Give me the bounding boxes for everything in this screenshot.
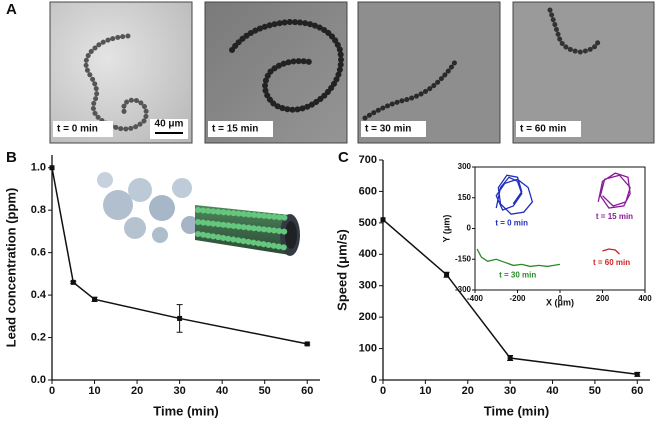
trajectory: [597, 172, 631, 209]
x-axis-title: Time (min): [153, 403, 219, 418]
y-tick-label: 100: [359, 342, 377, 354]
data-point: [634, 371, 640, 377]
micrograph: t = 60 min: [512, 1, 655, 144]
data-point: [70, 279, 76, 285]
plot-frame: [474, 166, 646, 291]
x-tick-label: 10: [88, 385, 100, 397]
data-point: [49, 165, 55, 171]
caption: t = 15 min: [212, 124, 258, 135]
illustration: [97, 172, 300, 256]
y-tick-label: 0: [467, 224, 472, 233]
x-tick-label: 0: [49, 385, 55, 397]
data-point: [507, 355, 513, 361]
x-tick-label: 40: [216, 385, 228, 397]
trajectory: [476, 248, 561, 268]
x-tick-label: 20: [131, 385, 143, 397]
x-tick-label: 400: [638, 294, 652, 303]
y-tick-label: 300: [359, 280, 377, 292]
x-tick-label: 60: [631, 385, 643, 397]
x-tick-label: 0: [558, 294, 563, 303]
trajectory: [495, 174, 534, 215]
y-tick-label: 0.6: [31, 247, 46, 259]
scale-bar-label: 40 μm: [155, 119, 184, 130]
y-tick-label: -300: [455, 285, 472, 294]
inset-chart: -300 -150 0 150 300 -400 -200 0 200 400 X (μm) Y (μ…: [441, 162, 652, 307]
panel-label: A: [6, 1, 17, 18]
panel-label: B: [6, 149, 17, 166]
x-tick-label: 60: [301, 385, 313, 397]
chart: 0 100 200 300 400 500 600 700 0 10 20 30 40 50 60 Time …: [334, 154, 650, 418]
x-axis-title: X (μm): [546, 297, 574, 307]
y-tick-label: 200: [359, 311, 377, 323]
y-axis-title: Speed (μm/s): [334, 229, 349, 311]
y-tick-label: 150: [458, 193, 472, 202]
x-tick-label: 0: [380, 385, 386, 397]
trajectory-label: t = 15 min: [596, 212, 633, 221]
y-tick-label: 1.0: [31, 162, 46, 174]
micrograph: t = 15 min: [204, 1, 348, 144]
x-tick-label: 200: [596, 294, 610, 303]
x-tick-label: 40: [546, 385, 558, 397]
x-tick-label: 50: [589, 385, 601, 397]
y-tick-label: 700: [359, 154, 377, 166]
x-tick-label: -400: [467, 294, 484, 303]
x-axis-title: Time (min): [484, 403, 550, 418]
y-axis-title: Y (μm): [441, 215, 451, 243]
trajectory-label: t = 60 min: [593, 258, 630, 267]
x-tick-label: 30: [504, 385, 516, 397]
y-axis-title: Lead concentration (ppm): [3, 188, 18, 348]
y-tick-label: 400: [359, 248, 377, 260]
caption: t = 60 min: [520, 124, 566, 135]
y-tick-label: 500: [359, 217, 377, 229]
trajectory-label: t = 0 min: [495, 218, 528, 227]
caption: t = 0 min: [57, 124, 98, 135]
data-line: [382, 219, 638, 376]
y-tick-label: 0.4: [31, 289, 47, 301]
data-point: [380, 217, 386, 223]
micrograph: t = 30 min: [357, 1, 501, 144]
x-tick-label: 20: [462, 385, 474, 397]
x-tick-label: 50: [259, 385, 271, 397]
y-tick-label: 0.8: [31, 204, 46, 216]
y-tick-label: 0.0: [31, 374, 46, 386]
y-tick-label: -150: [455, 254, 472, 263]
data-point: [92, 296, 98, 302]
trajectory: [602, 248, 620, 255]
y-tick-label: 300: [458, 162, 472, 171]
caption: t = 30 min: [365, 124, 411, 135]
x-tick-label: 30: [173, 385, 185, 397]
x-tick-label: -200: [509, 294, 526, 303]
y-tick-label: 0.2: [31, 331, 46, 343]
chart: 0.0 0.2 0.4 0.6 0.8 1.0 0 10 20 30 40 50 60 Time (min…: [3, 155, 320, 418]
y-tick-label: 0: [371, 374, 377, 386]
data-point: [177, 315, 183, 321]
data-point: [304, 341, 310, 347]
x-tick-label: 10: [419, 385, 431, 397]
panel-label: C: [338, 149, 349, 166]
data-point: [444, 272, 450, 278]
trajectory-label: t = 30 min: [499, 271, 536, 280]
y-tick-label: 600: [359, 185, 377, 197]
micrograph: t = 0 min 40 μm: [49, 1, 193, 144]
